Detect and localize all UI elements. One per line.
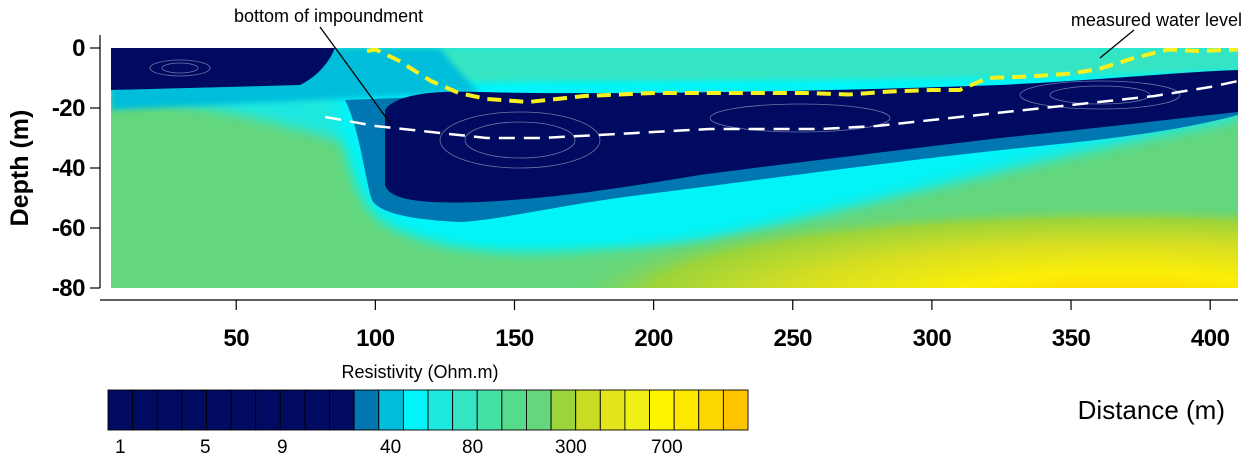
colorbar-tick-labels: 1 5 9 40 80 300 700 <box>115 437 683 457</box>
measured-water-level-line <box>366 48 1238 105</box>
axes <box>99 35 1238 301</box>
colorbar-swatch <box>722 389 749 431</box>
y-axis-ticks: 0 -20 -40 -60 -80 <box>52 35 100 302</box>
x-tick-label: 300 <box>913 325 952 352</box>
colorbar-swatch <box>476 389 503 431</box>
colorbar-swatch <box>526 389 552 431</box>
x-tick-label: 200 <box>634 325 673 352</box>
colorbar-tick-label: 80 <box>462 437 483 457</box>
x-axis-ticks: 50 100 150 200 250 300 350 400 <box>223 300 1230 352</box>
colorbar-swatch <box>501 389 527 431</box>
annotation-measured-water-level-leader <box>1099 29 1135 59</box>
colorbar-swatch <box>230 389 257 431</box>
colorbar <box>107 389 749 431</box>
y-axis-label: Depth (m) <box>6 110 34 227</box>
x-tick-label: 400 <box>1191 325 1230 352</box>
colorbar-swatch <box>181 389 207 431</box>
y-tick-label: -40 <box>52 155 85 182</box>
colorbar-swatch <box>304 389 330 431</box>
impoundment-bottom-line <box>325 79 1238 140</box>
x-tick-label: 150 <box>495 325 534 352</box>
x-tick-label: 50 <box>223 325 249 352</box>
colorbar-swatch <box>132 389 158 431</box>
colorbar-swatch <box>156 389 183 431</box>
colorbar-swatch <box>279 389 306 431</box>
colorbar-swatch <box>378 389 404 431</box>
colorbar-title: Resistivity (Ohm.m) <box>342 362 499 382</box>
colorbar-swatch <box>698 389 724 431</box>
colorbar-swatch <box>575 389 601 431</box>
x-tick-label: 100 <box>356 325 395 352</box>
colorbar-swatch <box>402 389 429 431</box>
colorbar-swatch <box>255 389 281 431</box>
y-tick-label: -20 <box>52 95 85 122</box>
annotation-bottom-of-impoundment-leader <box>319 26 391 124</box>
x-tick-label: 350 <box>1052 325 1091 352</box>
colorbar-swatch <box>329 389 355 431</box>
colorbar-swatch <box>599 389 626 431</box>
colorbar-swatch <box>353 389 380 431</box>
colorbar-tick-label: 9 <box>277 437 288 457</box>
colorbar-tick-label: 1 <box>115 437 126 457</box>
annotation-measured-water-level: measured water level <box>1071 10 1242 30</box>
colorbar-swatch <box>206 389 232 431</box>
colorbar-tick-label: 5 <box>200 437 211 457</box>
y-tick-label: -80 <box>52 275 85 302</box>
colorbar-swatch <box>649 389 675 431</box>
x-tick-label: 250 <box>773 325 812 352</box>
colorbar-swatch <box>673 389 700 431</box>
y-tick-label: -60 <box>52 215 85 242</box>
colorbar-swatch <box>107 389 134 431</box>
y-tick-label: 0 <box>72 35 85 62</box>
annotation-bottom-of-impoundment: bottom of impoundment <box>234 6 423 26</box>
colorbar-tick-label: 300 <box>555 437 587 457</box>
colorbar-swatch <box>452 389 478 431</box>
colorbar-swatch <box>624 389 650 431</box>
x-axis-label: Distance (m) <box>1078 395 1225 425</box>
colorbar-tick-label: 40 <box>380 437 401 457</box>
colorbar-swatch <box>550 389 577 431</box>
colorbar-tick-label: 700 <box>651 437 683 457</box>
colorbar-swatch <box>427 389 454 431</box>
